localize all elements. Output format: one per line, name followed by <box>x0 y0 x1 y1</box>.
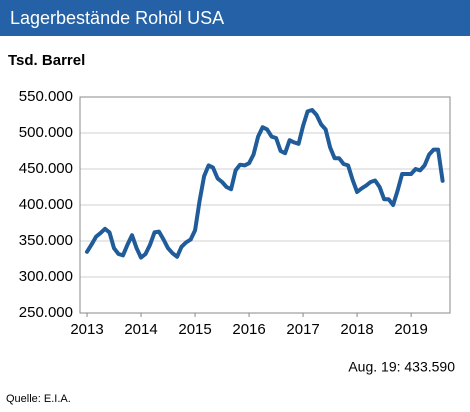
x-tick-label: 2013 <box>70 321 103 338</box>
x-tick-label: 2018 <box>340 321 373 338</box>
header-bar <box>0 0 470 36</box>
y-tick-label: 400.000 <box>19 196 73 213</box>
y-tick-label: 500.000 <box>19 124 73 141</box>
y-tick-label: 550.000 <box>19 88 73 105</box>
y-tick-label: 350.000 <box>19 232 73 249</box>
x-tick-label: 2015 <box>178 321 211 338</box>
x-tick-label: 2019 <box>394 321 427 338</box>
y-tick-label: 250.000 <box>19 304 73 321</box>
source: Quelle: E.I.A. <box>6 393 71 405</box>
y-axis-label: Tsd. Barrel <box>8 52 85 69</box>
x-tick-label: 2014 <box>124 321 157 338</box>
y-tick-label: 450.000 <box>19 160 73 177</box>
data-line <box>85 108 445 260</box>
annotation: Aug. 19: 433.590 <box>348 359 455 375</box>
plot-border <box>79 96 451 314</box>
x-tick-label: 2016 <box>232 321 265 338</box>
x-tick-label: 2017 <box>286 321 319 338</box>
chart-title: Lagerbestände Rohöl USA <box>10 8 224 28</box>
y-tick-label: 300.000 <box>19 268 73 285</box>
